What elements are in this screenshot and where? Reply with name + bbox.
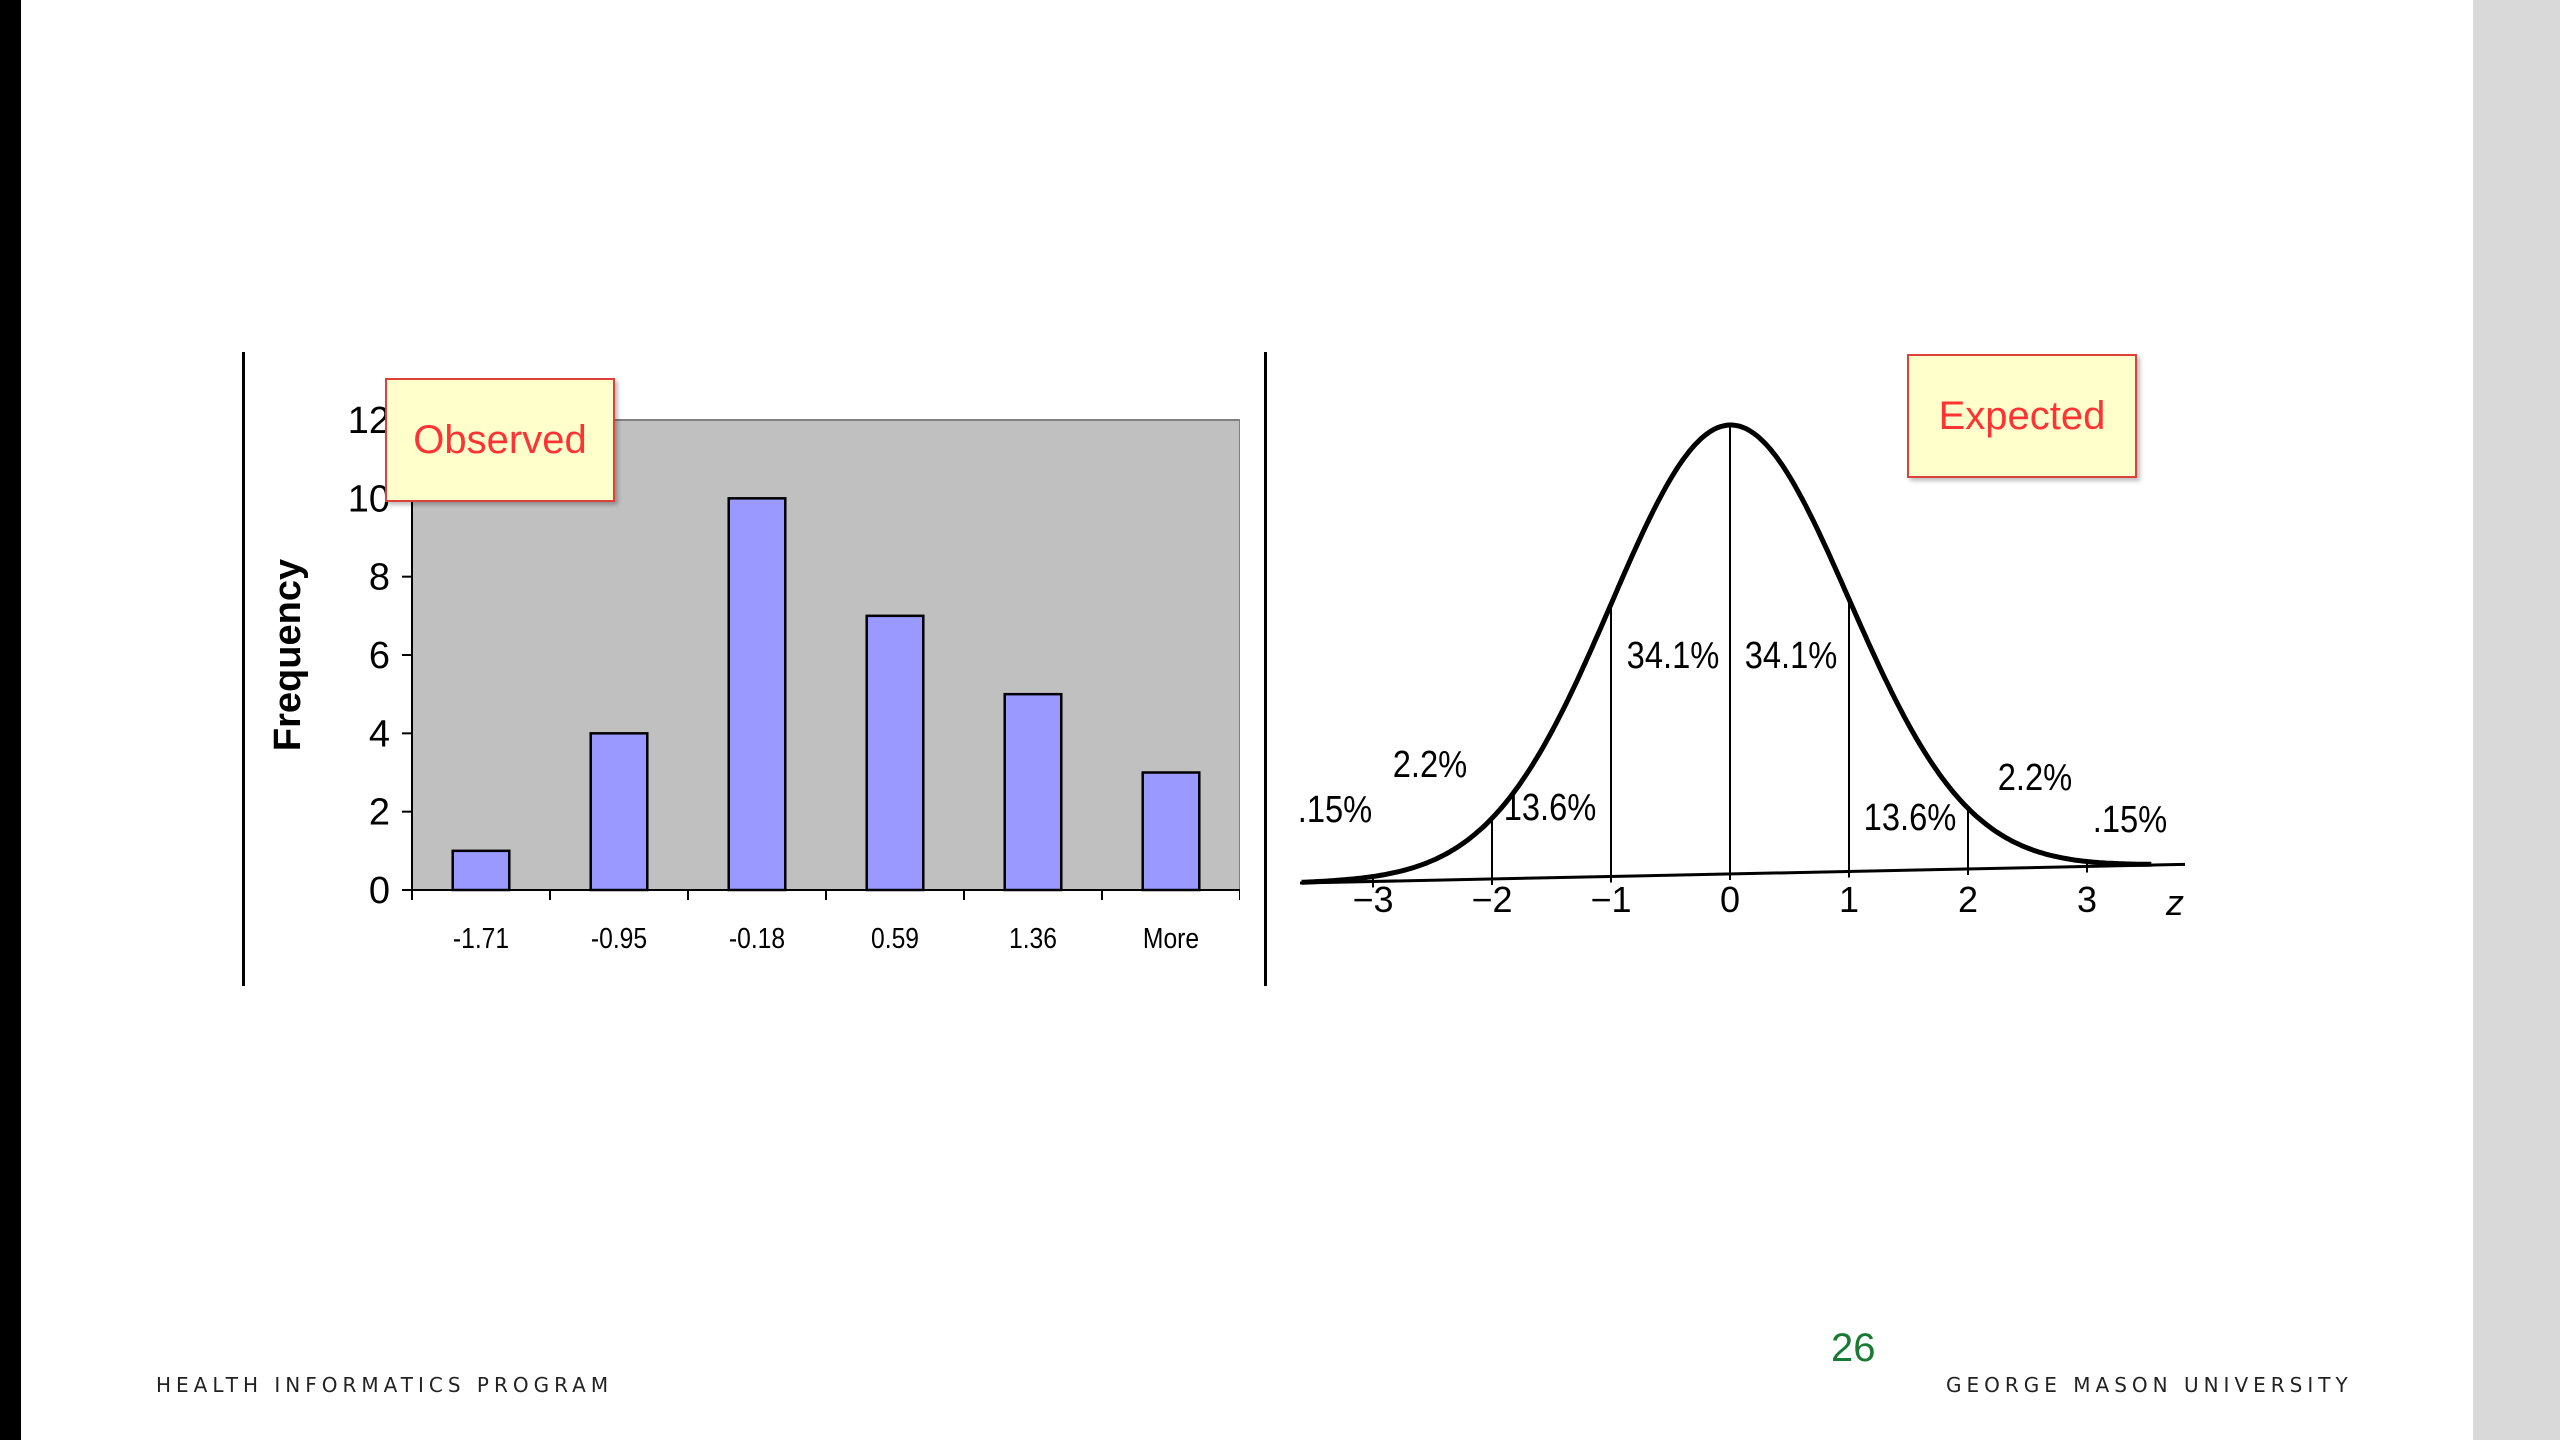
footer-university-name: GEORGE MASON UNIVERSITY xyxy=(1946,1373,2353,1397)
z-axis-label: z xyxy=(2165,882,2184,923)
y-tick-label: 10 xyxy=(348,478,390,520)
expected-callout: Expected xyxy=(1907,354,2137,478)
z-tick-label: 0 xyxy=(1720,879,1740,920)
scrollbar[interactable] xyxy=(2473,0,2560,1440)
histogram-bar xyxy=(1003,692,1063,892)
z-tick-label: 2 xyxy=(1958,879,1978,920)
z-tick-label: 1 xyxy=(1839,879,1859,920)
frequency-axis-label: Frequency xyxy=(267,559,309,751)
y-tick-label: 8 xyxy=(369,557,390,599)
x-category-label: 1.36 xyxy=(1009,922,1057,954)
histogram-bar xyxy=(589,732,649,892)
x-category-label: -1.71 xyxy=(453,922,509,954)
histogram-bar xyxy=(451,849,511,892)
y-tick-label: 0 xyxy=(369,870,390,912)
percent-area-label: 34.1% xyxy=(1627,634,1720,677)
y-tick-label: 12 xyxy=(348,400,390,442)
x-category-label: More xyxy=(1143,922,1199,954)
z-tick-label: −1 xyxy=(1590,879,1631,920)
y-tick-label: 4 xyxy=(369,713,390,755)
percent-area-label: 2.2% xyxy=(1998,756,2072,799)
y-tick-label: 2 xyxy=(369,792,390,834)
percent-area-label: 13.6% xyxy=(1504,786,1597,829)
normal-curve-chart: −3 −2 −1 0 1 2 3 z .15% 2.2% 13.6% 34.1% 34.1% 13.6% 2… xyxy=(1298,422,2186,923)
z-axis-line xyxy=(1299,862,2186,885)
z-tick-label: −2 xyxy=(1471,879,1512,920)
y-tick-label: 6 xyxy=(369,635,390,677)
percent-area-label: 34.1% xyxy=(1745,634,1838,677)
x-category-label: 0.59 xyxy=(871,922,919,954)
x-category-label: -0.95 xyxy=(591,922,647,954)
left-divider-line xyxy=(242,352,245,986)
normal-curve-plot-area: −3 −2 −1 0 1 2 3 z .15% 2.2% 13.6% 34.1% 34.1% 13.6% 2… xyxy=(1298,422,2186,923)
page-number: 26 xyxy=(1831,1326,1876,1370)
histogram-bar xyxy=(727,497,787,892)
z-tick-label: 3 xyxy=(2077,879,2097,920)
normal-curve-line xyxy=(1301,422,2152,885)
histogram-bar xyxy=(865,614,925,892)
observed-callout: Observed xyxy=(385,378,615,502)
percent-area-label: .15% xyxy=(2093,798,2167,841)
x-category-label: -0.18 xyxy=(729,922,785,954)
histogram-bar xyxy=(1141,771,1201,892)
footer-program-name: HEALTH INFORMATICS PROGRAM xyxy=(156,1373,614,1397)
percent-area-label: 2.2% xyxy=(1393,743,1467,786)
center-divider-line xyxy=(1264,352,1267,986)
z-tick-label: −3 xyxy=(1352,879,1393,920)
percent-area-label: 13.6% xyxy=(1864,796,1957,839)
percent-area-label: .15% xyxy=(1298,788,1372,831)
